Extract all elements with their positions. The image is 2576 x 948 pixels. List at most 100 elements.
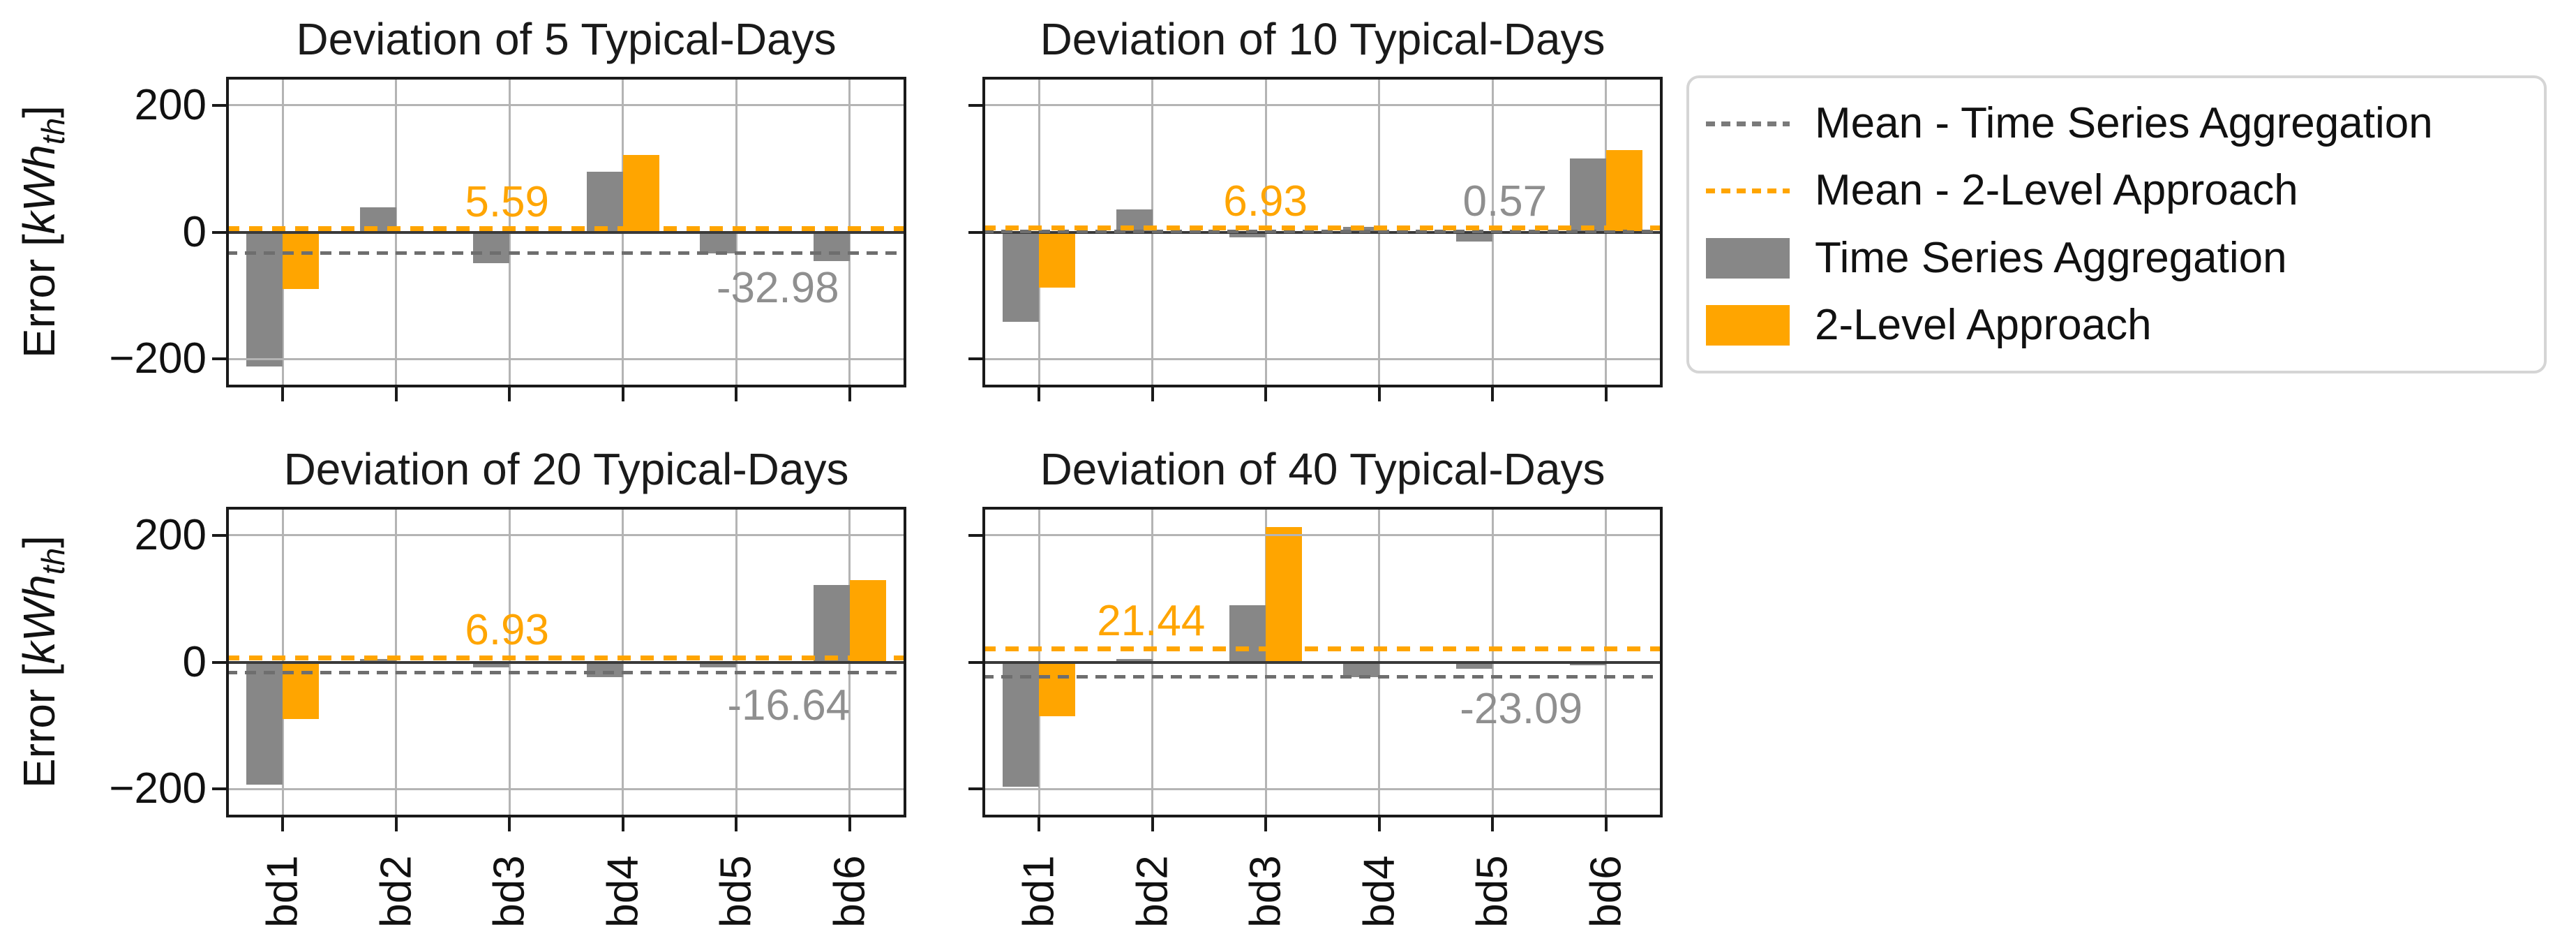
bar-2-level-approach-bd3 xyxy=(1266,527,1303,662)
y-tick-mark xyxy=(968,787,982,791)
subplot-title: Deviation of 5 Typical-Days xyxy=(296,14,837,64)
dashed-line-swatch-icon xyxy=(1706,188,1790,193)
zero-line xyxy=(226,230,906,234)
subplot-deviation-40-days: Deviation of 40 Typical-Days 21.44 -23.09… xyxy=(968,444,1663,928)
gray-rect-swatch-icon xyxy=(1706,237,1790,279)
x-tick-mark xyxy=(281,387,285,401)
dashed-line-swatch-icon xyxy=(1706,121,1790,126)
mean-line-time-series-aggregation xyxy=(982,674,1663,679)
y-tick-label: −200 xyxy=(109,334,207,383)
x-tick-mark xyxy=(1491,387,1495,401)
y-tick-label: 0 xyxy=(182,207,207,256)
annotation-mean-value: 5.59 xyxy=(465,178,550,227)
x-tick-mark xyxy=(1604,387,1608,401)
bar-time-series-aggregation-bd4 xyxy=(1342,662,1379,678)
annotation-mean-value: -16.64 xyxy=(727,681,851,729)
x-tick-mark xyxy=(1038,817,1041,831)
bar-time-series-aggregation-bd1 xyxy=(1003,662,1040,787)
bar-time-series-aggregation-bd2 xyxy=(1116,658,1153,662)
gridline-horizontal xyxy=(226,787,906,790)
bar-time-series-aggregation-bd6 xyxy=(1569,662,1606,666)
bar-time-series-aggregation-bd1 xyxy=(246,662,283,785)
legend-item-mean-2-level-approach: Mean - 2-Level Approach xyxy=(1689,166,2544,215)
bar-time-series-aggregation-bd6 xyxy=(813,232,850,262)
x-tick-label-text: bd1 xyxy=(258,855,307,928)
legend-item-label: 2-Level Approach xyxy=(1815,300,2152,349)
gridline-horizontal xyxy=(982,787,1663,790)
bar-2-level-approach-bd1 xyxy=(1039,662,1076,716)
mean-line-time-series-aggregation xyxy=(982,230,1663,234)
legend-item-mean-time-series-aggregation: Mean - Time Series Aggregation xyxy=(1689,99,2544,148)
x-tick-mark xyxy=(508,387,511,401)
orange-rect-swatch-icon xyxy=(1706,304,1790,346)
mean-line-2-level-approach xyxy=(982,225,1663,230)
y-tick-label: 200 xyxy=(134,80,207,129)
x-tick-label-text: bd4 xyxy=(1355,855,1404,928)
bar-time-series-aggregation-bd5 xyxy=(1456,662,1493,669)
annotation-mean-value: 6.93 xyxy=(1223,177,1308,225)
plot-area: 21.44 -23.09 xyxy=(982,507,1663,817)
y-tick-mark xyxy=(212,660,226,664)
mean-line-2-level-approach xyxy=(982,646,1663,651)
bar-time-series-aggregation-bd2 xyxy=(359,658,396,662)
x-tick-mark xyxy=(1604,817,1608,831)
x-tick-label: bd6 xyxy=(825,836,874,947)
bar-time-series-aggregation-bd3 xyxy=(473,232,510,263)
x-tick-mark xyxy=(1038,387,1041,401)
x-tick-label: bd3 xyxy=(485,836,534,947)
bar-time-series-aggregation-bd3 xyxy=(473,662,510,667)
legend: Mean - Time Series Aggregation Mean - 2-… xyxy=(1686,75,2547,373)
bar-time-series-aggregation-bd6 xyxy=(1569,158,1606,232)
x-tick-label-text: bd2 xyxy=(372,855,421,928)
y-tick-mark xyxy=(968,230,982,234)
x-tick-mark xyxy=(394,387,398,401)
x-tick-mark xyxy=(1491,817,1495,831)
plot-area: 6.93 0.57 xyxy=(982,77,1663,387)
x-tick-label: bd5 xyxy=(1468,836,1517,947)
zero-line xyxy=(226,660,906,664)
x-tick-label-text: bd1 xyxy=(1014,855,1063,928)
gridline-horizontal xyxy=(226,534,906,537)
bar-time-series-aggregation-bd4 xyxy=(586,662,623,678)
mean-line-2-level-approach xyxy=(226,225,906,231)
x-tick-label: bd2 xyxy=(1128,836,1177,947)
subplot-deviation-10-days: Deviation of 10 Typical-Days 6.93 0.57 xyxy=(968,14,1663,401)
y-tick-label: 0 xyxy=(182,637,207,686)
gridline-horizontal xyxy=(982,104,1663,107)
gridline-horizontal xyxy=(226,104,906,107)
bar-time-series-aggregation-bd5 xyxy=(1456,232,1493,242)
legend-item-label: Mean - 2-Level Approach xyxy=(1815,166,2298,215)
mean-line-2-level-approach xyxy=(226,655,906,660)
mean-line-time-series-aggregation xyxy=(226,251,906,255)
annotation-mean-value: -23.09 xyxy=(1460,685,1583,733)
x-tick-label-text: bd3 xyxy=(1241,855,1290,928)
x-tick-label: bd4 xyxy=(1355,836,1404,947)
x-tick-mark xyxy=(1264,387,1268,401)
annotation-mean-value: 6.93 xyxy=(465,605,550,654)
x-tick-mark xyxy=(735,817,738,831)
bar-time-series-aggregation-bd3 xyxy=(1229,232,1266,237)
subplot-title: Deviation of 40 Typical-Days xyxy=(1040,444,1605,494)
y-tick-label: −200 xyxy=(109,764,207,813)
y-tick-mark xyxy=(212,357,226,361)
x-tick-label-text: bd5 xyxy=(712,855,761,928)
annotation-mean-value: -32.98 xyxy=(716,263,839,312)
legend-item-label: Mean - Time Series Aggregation xyxy=(1815,99,2433,148)
x-tick-mark xyxy=(848,387,851,401)
y-tick-mark xyxy=(968,660,982,664)
x-tick-mark xyxy=(621,387,624,401)
annotation-mean-value: 21.44 xyxy=(1097,597,1206,646)
subplot-deviation-20-days: Deviation of 20 Typical-Days 6.93 -16.64 2… xyxy=(109,444,906,928)
bar-time-series-aggregation-bd6 xyxy=(813,584,850,662)
x-tick-mark xyxy=(1264,817,1268,831)
x-tick-mark xyxy=(621,817,624,831)
subplot-title: Deviation of 20 Typical-Days xyxy=(283,444,849,494)
x-tick-mark xyxy=(1377,817,1381,831)
x-tick-label: bd1 xyxy=(258,836,307,947)
plot-area: 5.59 -32.98 xyxy=(226,77,906,387)
y-tick-mark xyxy=(968,357,982,361)
bar-time-series-aggregation-bd1 xyxy=(1003,232,1040,323)
subplot-deviation-5-days: Deviation of 5 Typical-Days 5.59 -32.98 20… xyxy=(109,14,906,401)
y-tick-label: 200 xyxy=(134,510,207,559)
bar-2-level-approach-bd1 xyxy=(283,232,320,290)
